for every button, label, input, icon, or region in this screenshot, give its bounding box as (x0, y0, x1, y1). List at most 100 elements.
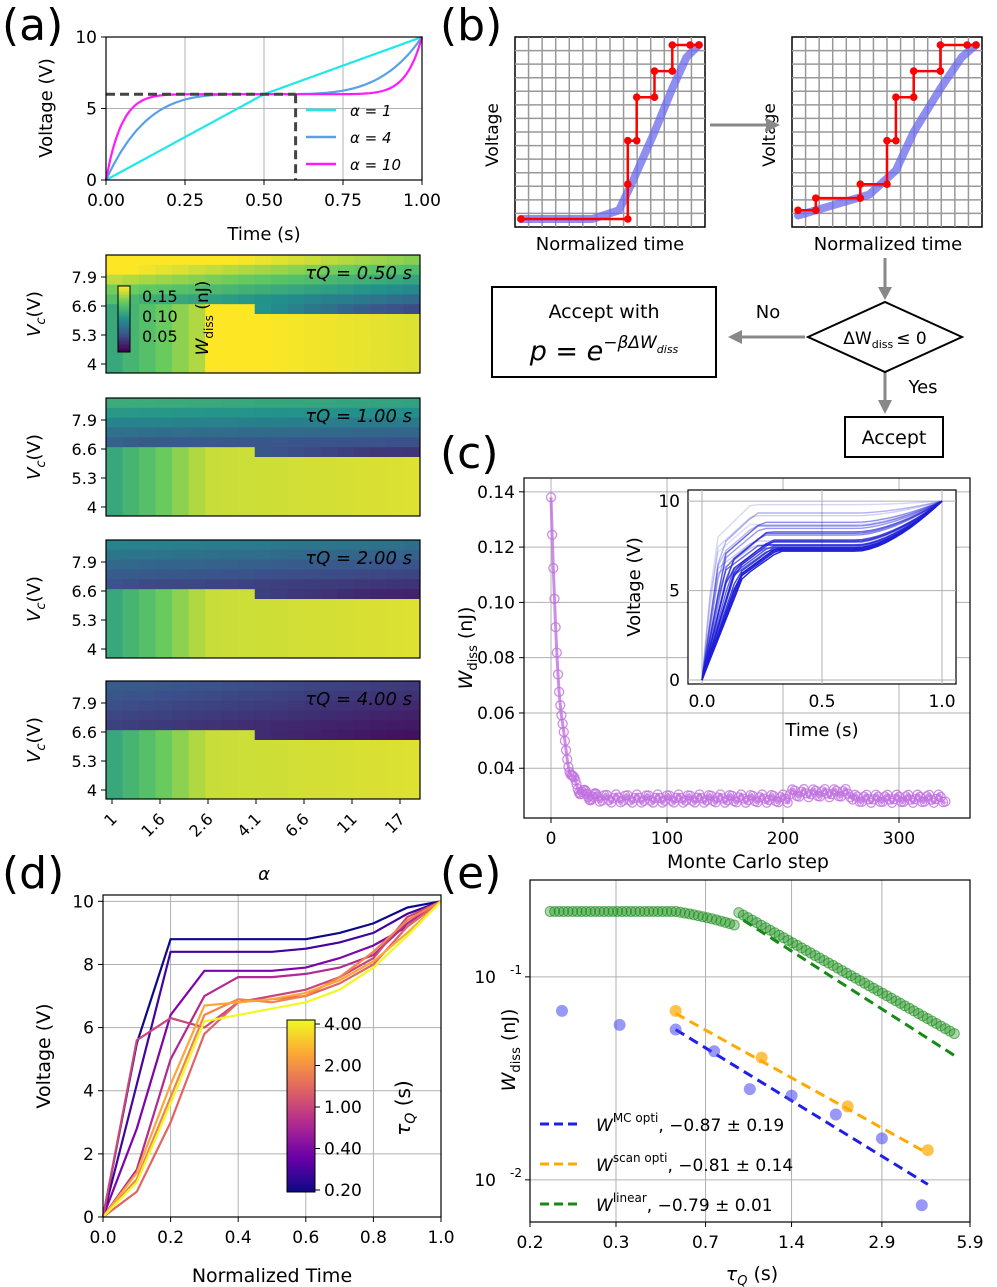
heatmap-cell (386, 304, 404, 315)
d-line (101, 900, 442, 1218)
heatmap-cell (254, 294, 272, 305)
heatmap-cell (353, 618, 371, 629)
c-point (775, 792, 786, 803)
heatmap-cell (188, 740, 206, 751)
heatmap-cell (139, 407, 157, 419)
heatmap-cell (122, 506, 140, 517)
heatmap-cell (403, 681, 421, 692)
heatmap-cell (304, 559, 322, 570)
heatmap-cell (386, 540, 404, 551)
b-step-point (668, 41, 677, 49)
heatmap-cell (386, 427, 404, 438)
heatmap-cell (122, 569, 140, 580)
heatmap-cell (337, 681, 355, 692)
heatmap-cell (221, 264, 239, 276)
heatmap-cell (370, 274, 388, 285)
heatmap-cell (386, 720, 404, 731)
c-point (817, 786, 828, 797)
heatmap-cell (304, 264, 322, 276)
heatmap-cell (304, 618, 322, 629)
heatmap-cell (337, 427, 355, 438)
heatmap-cell (122, 730, 140, 741)
c-ytick-label: 0.06 (477, 704, 515, 724)
heatmap-cell (287, 579, 305, 590)
heatmap-colorbar-frame (117, 285, 131, 353)
heatmap-cell (188, 486, 206, 497)
heatmap-colorbar-band (118, 327, 130, 331)
heatmap-cell (106, 314, 124, 325)
heatmap-cell (139, 255, 157, 266)
heatmap-cell (221, 559, 239, 570)
heatmap-cell (221, 363, 239, 374)
heatmap-frame (105, 539, 421, 659)
heatmap-cell (106, 789, 124, 800)
heatmap-cell (370, 569, 388, 580)
heatmap-cell (155, 486, 173, 497)
heatmap-cell (238, 398, 256, 409)
heatmap-cell (122, 549, 140, 561)
heatmap-cell (353, 638, 371, 649)
heatmap-cell (172, 427, 190, 438)
heatmap-cell (155, 730, 173, 741)
heatmap-cell (320, 559, 338, 570)
heatmap-cell (122, 274, 140, 285)
heatmap-frame (105, 397, 421, 517)
heatmap-cell (304, 274, 322, 285)
heatmap-ytick-label: 4 (87, 498, 97, 517)
heatmap-cell (238, 569, 256, 580)
heatmap-cell (122, 304, 140, 315)
heatmap-cell (139, 476, 157, 487)
heatmap-cell (403, 628, 421, 639)
heatmap-cell (172, 730, 190, 741)
heatmap-cell (254, 779, 272, 790)
heatmap-cell (188, 569, 206, 580)
heatmap-cell (320, 476, 338, 487)
heatmap-cell (205, 417, 223, 428)
heatmap-cell (353, 648, 371, 659)
heatmap-ylabel: Vc(V) (24, 291, 49, 337)
e-linear-point (598, 905, 610, 917)
heatmap-cell (353, 294, 371, 305)
heatmap-cell (320, 496, 338, 507)
e-xtick-label: 5.9 (956, 1233, 983, 1253)
heatmap-cell (172, 720, 190, 731)
heatmap-cell (304, 749, 322, 761)
c-inset-line (701, 500, 943, 681)
heatmap-cell (386, 769, 404, 780)
b-smooth-line (794, 41, 980, 220)
heatmap-cell (188, 549, 206, 561)
heatmap-cell (320, 648, 338, 659)
heatmap-cell (386, 437, 404, 448)
heatmap-cell (106, 638, 124, 649)
heatmap-cell (271, 496, 289, 507)
heatmap-cell (122, 417, 140, 428)
heatmap-cell (403, 549, 421, 561)
heatmap-cell (370, 353, 388, 364)
heatmap-cell (320, 638, 338, 649)
heatmap-cell (337, 648, 355, 659)
heatmap-cell (221, 769, 239, 780)
heatmap-cell (106, 730, 124, 741)
heatmap-cell (139, 589, 157, 600)
heatmap-cell (205, 549, 223, 561)
heatmap-cell (320, 720, 338, 731)
heatmap-cell (254, 690, 272, 702)
heatmap-cell (271, 720, 289, 731)
e-linear-point (656, 905, 668, 917)
heatmap-cell (221, 540, 239, 551)
heatmap-cell (386, 417, 404, 428)
heatmap-cell (205, 323, 223, 335)
c-inset-xlabel: Time (s) (784, 720, 858, 741)
heatmap-cell (370, 690, 388, 702)
e-xtick-label: 0.7 (692, 1233, 719, 1253)
heatmap-cell (254, 323, 272, 335)
heatmap-cell (254, 486, 272, 497)
heatmap-cell (205, 638, 223, 649)
a-ytick-label: 0 (86, 171, 97, 191)
heatmap-cell (106, 559, 124, 570)
heatmap-cell (238, 284, 256, 295)
heatmap-cell (238, 447, 256, 458)
heatmap-cell (287, 343, 305, 354)
heatmap-cell (254, 466, 272, 478)
heatmap-tau-label: τQ = 1.00 s (305, 406, 412, 427)
